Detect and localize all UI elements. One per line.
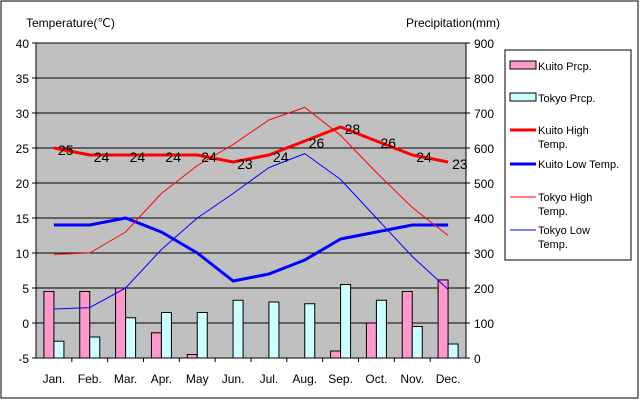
- x-tick-label: Dec.: [436, 372, 461, 386]
- tokyo-prcp-bar: [53, 340, 65, 359]
- legend-label: Tokyo Low: [538, 225, 590, 237]
- left-tick-label: 15: [16, 212, 30, 226]
- legend-marker-kuito-prcp: [509, 60, 537, 70]
- plot-area: [35, 42, 467, 359]
- tokyo-low-line: [53, 153, 449, 310]
- kuito-high-data-label: 24: [94, 149, 110, 165]
- kuito-high-data-label: 24: [165, 149, 181, 165]
- tokyo-prcp-bar: [89, 336, 101, 359]
- left-tick-label: 40: [16, 37, 30, 51]
- left-tick-label: 20: [16, 177, 30, 191]
- x-tick-label: Aug.: [292, 372, 317, 386]
- right-tick-label: 600: [474, 142, 494, 156]
- left-tick-label: 5: [22, 282, 29, 296]
- left-tick-label: 10: [16, 247, 30, 261]
- tokyo-prcp-bar: [125, 317, 137, 359]
- x-tick-label: Sep.: [328, 372, 353, 386]
- right-tick-label: 200: [474, 282, 494, 296]
- left-tick-label: 30: [16, 107, 30, 121]
- kuito-high-data-label: 24: [130, 149, 146, 165]
- right-tick-label: 900: [474, 37, 494, 51]
- kuito-prcp-bar: [150, 332, 162, 359]
- right-tick-label: 700: [474, 107, 494, 121]
- kuito-high-data-label: 24: [273, 149, 289, 165]
- right-tick-label: 0: [474, 352, 481, 366]
- right-tick-label: 100: [474, 317, 494, 331]
- kuito-high-data-label: 28: [345, 121, 361, 137]
- x-tick-label: May: [186, 372, 209, 386]
- tokyo-prcp-bar: [160, 312, 172, 359]
- legend-label: Tokyo High: [538, 192, 592, 204]
- kuito-prcp-bar: [186, 354, 198, 359]
- x-tick-label: Oct.: [365, 372, 387, 386]
- legend-label: Tokyo Prcp.: [538, 93, 595, 105]
- tokyo-prcp-bar: [232, 299, 244, 359]
- tokyo-high-line: [53, 106, 449, 255]
- kuito-high-data-label: 24: [416, 149, 432, 165]
- legend: Kuito Prcp. Tokyo Prcp. Kuito High Temp. Kui…: [504, 49, 632, 261]
- legend-label: Kuito Prcp.: [538, 61, 592, 73]
- kuito-high-data-label: 26: [309, 135, 325, 151]
- kuito-high-data-label: 24: [201, 149, 217, 165]
- legend-label: Temp.: [538, 139, 568, 151]
- kuito-low-line: [53, 216, 449, 283]
- legend-label: Kuito Low Temp.: [538, 159, 619, 171]
- tokyo-prcp-bar: [340, 284, 352, 359]
- x-tick-label: Jun.: [222, 372, 245, 386]
- x-tick-label: Jul.: [260, 372, 279, 386]
- x-tick-label: Nov.: [400, 372, 424, 386]
- kuito-high-data-label: 25: [58, 142, 74, 158]
- x-tick-label: Jan.: [43, 372, 66, 386]
- kuito-prcp-bar: [401, 291, 413, 359]
- tokyo-prcp-bar: [447, 343, 459, 359]
- legend-label: Kuito High: [538, 125, 589, 137]
- kuito-prcp-bar: [437, 279, 449, 359]
- right-tick-label: 500: [474, 177, 494, 191]
- tokyo-prcp-bar: [304, 303, 316, 359]
- left-tick-label: 35: [16, 72, 30, 86]
- right-tick-label: 300: [474, 247, 494, 261]
- tokyo-prcp-bar: [411, 326, 423, 359]
- tokyo-prcp-bar: [375, 299, 387, 359]
- tokyo-prcp-bar: [268, 301, 280, 359]
- kuito-prcp-bar: [43, 291, 55, 359]
- right-tick-label: 400: [474, 212, 494, 226]
- legend-box: [504, 49, 632, 261]
- right-tick-label: 800: [474, 72, 494, 86]
- kuito-prcp-bar: [79, 291, 91, 359]
- kuito-prcp-bar: [365, 322, 377, 359]
- left-tick-label: -5: [18, 352, 29, 366]
- left-tick-label: 0: [22, 317, 29, 331]
- kuito-prcp-bar: [115, 287, 127, 359]
- kuito-high-data-label: 23: [237, 156, 253, 172]
- legend-marker-tokyo-prcp: [509, 92, 537, 102]
- temperature-lines: [53, 106, 449, 310]
- kuito-high-data-label: 26: [380, 135, 396, 151]
- kuito-high-data-label: 23: [452, 156, 468, 172]
- data-labels: 25 24 24 24 24 23 24 26 28 26 24 23: [58, 121, 468, 172]
- x-tick-label: Apr.: [151, 372, 172, 386]
- legend-label: Temp.: [538, 239, 568, 251]
- x-tick-label: Mar.: [114, 372, 137, 386]
- kuito-high-line: [53, 125, 449, 164]
- legend-label: Temp.: [538, 206, 568, 218]
- x-tick-label: Feb.: [78, 372, 102, 386]
- right-axis-title: Precipitation(mm): [406, 16, 500, 30]
- kuito-prcp-bar: [330, 350, 342, 359]
- tokyo-prcp-bar: [196, 312, 208, 359]
- left-tick-label: 25: [16, 142, 30, 156]
- axes: -505101520253035400100200300400500600700…: [16, 37, 495, 386]
- left-axis-title: Temperature(℃): [26, 16, 115, 30]
